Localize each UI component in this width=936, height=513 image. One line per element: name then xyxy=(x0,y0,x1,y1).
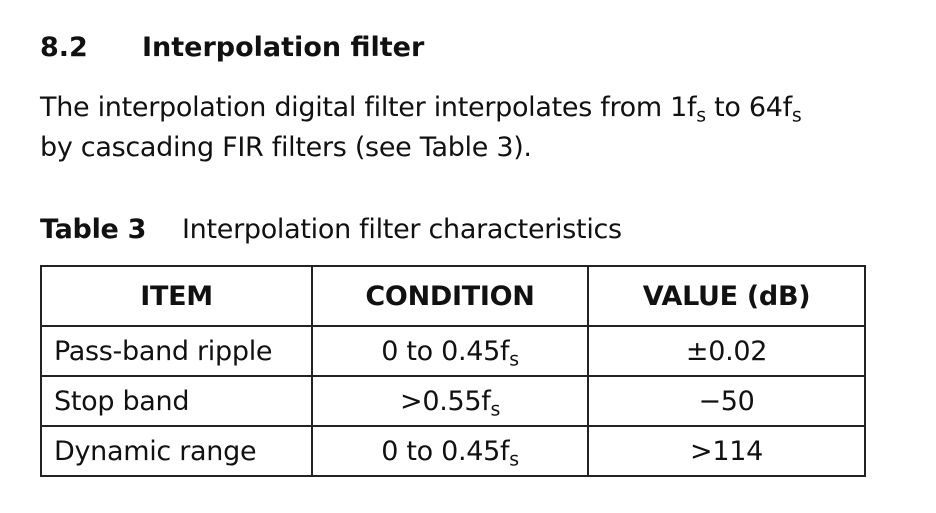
subscript: s xyxy=(509,448,519,471)
text: by cascading FIR filters (see Table 3). xyxy=(40,132,532,163)
paragraph-line: The interpolation digital filter interpo… xyxy=(40,92,802,125)
paragraph-line: by cascading FIR filters (see Table 3). xyxy=(40,132,532,163)
text: to 64f xyxy=(705,92,792,123)
cell: 0 to 0.45fs xyxy=(311,325,589,377)
header-cell: VALUE (dB) xyxy=(587,265,866,327)
text: 0 to 0.45f xyxy=(381,435,510,467)
text: 0 to 0.45f xyxy=(381,335,510,367)
text: The interpolation digital filter interpo… xyxy=(40,92,697,123)
text: ±0.02 xyxy=(685,335,768,367)
table-caption: Interpolation filter characteristics xyxy=(182,214,622,245)
subscript: s xyxy=(696,104,706,127)
cell: >114 xyxy=(587,425,866,477)
subscript: s xyxy=(490,398,500,421)
cell: Stop band xyxy=(40,375,313,427)
header-cell: CONDITION xyxy=(311,265,589,327)
cell: −50 xyxy=(587,375,866,427)
text: >114 xyxy=(690,435,763,467)
section-title: Interpolation filter xyxy=(142,32,425,63)
subscript: s xyxy=(791,104,802,127)
cell: >0.55fs xyxy=(311,375,589,427)
table-row: Stop band >0.55fs −50 xyxy=(40,375,866,427)
table: ITEM CONDITION VALUE (dB) Pass-band ripple 0… xyxy=(40,265,866,477)
text: Pass-band ripple xyxy=(54,335,273,367)
header-cell: ITEM xyxy=(40,265,313,327)
cell: ±0.02 xyxy=(587,325,866,377)
subscript: s xyxy=(509,348,519,371)
table-row: Dynamic range 0 to 0.45fs >114 xyxy=(40,425,866,477)
cell: Pass-band ripple xyxy=(40,325,313,377)
section-number: 8.2 xyxy=(40,32,88,63)
cell: Dynamic range xyxy=(40,425,313,477)
text: Stop band xyxy=(54,385,190,417)
table-label: Table 3 xyxy=(40,214,147,245)
text: Dynamic range xyxy=(54,435,257,467)
text: −50 xyxy=(698,385,755,417)
cell: 0 to 0.45fs xyxy=(311,425,589,477)
text: >0.55f xyxy=(400,385,491,417)
table-row: Pass-band ripple 0 to 0.45fs ±0.02 xyxy=(40,325,866,377)
